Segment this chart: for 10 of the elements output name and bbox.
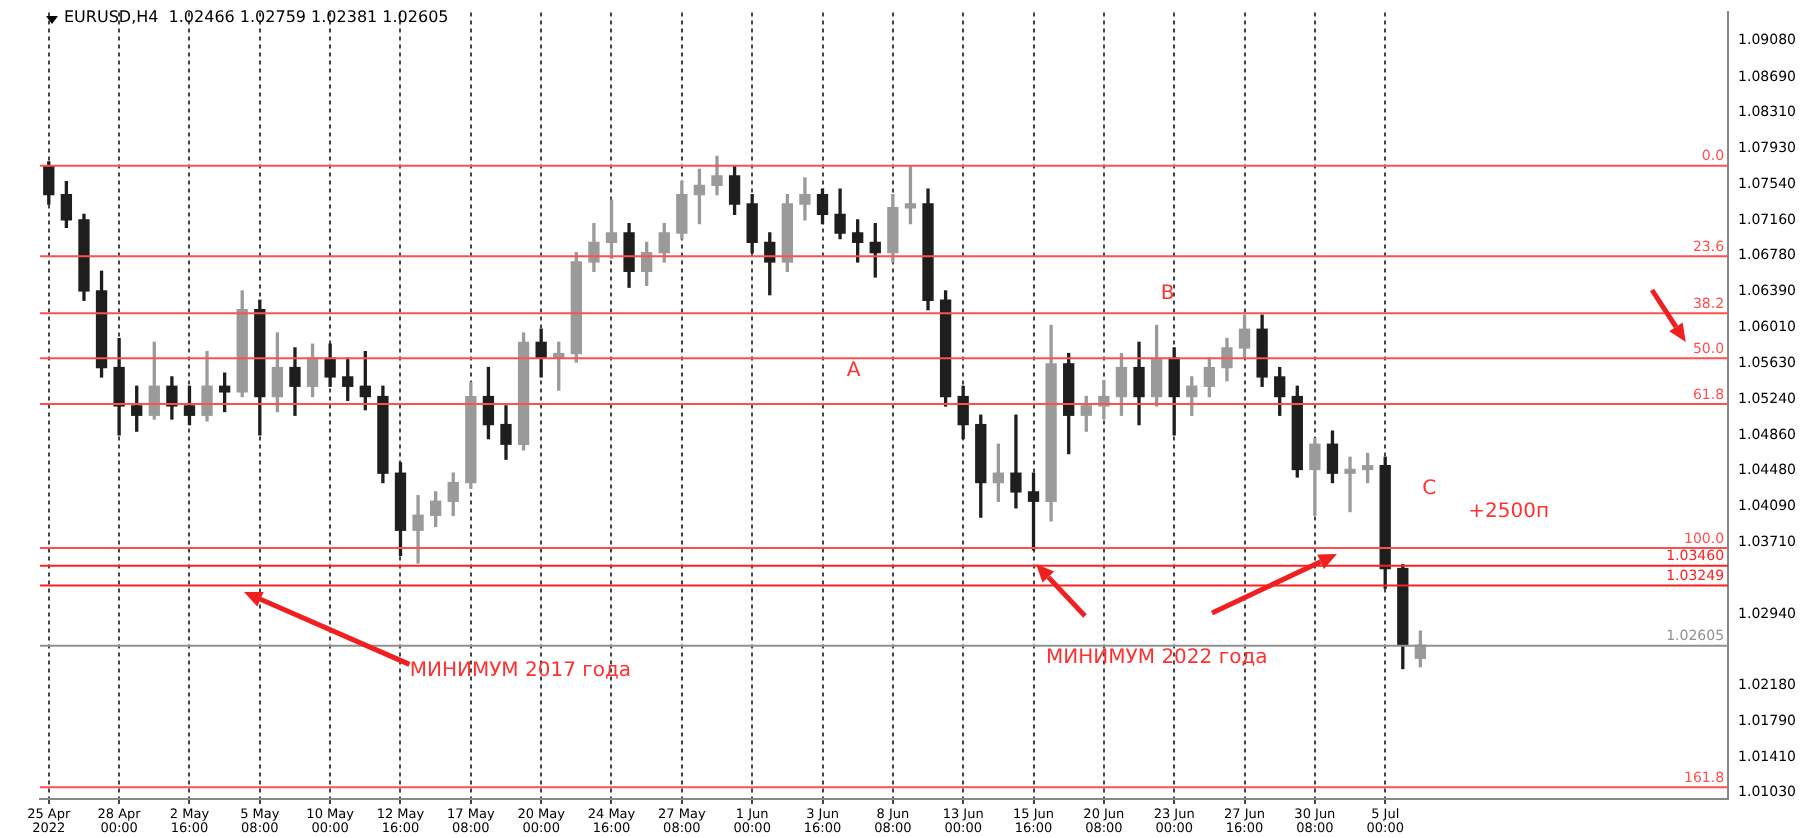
annotation: B xyxy=(1160,283,1175,306)
candlestick xyxy=(799,177,811,221)
annotation: A xyxy=(846,360,861,383)
annotation: МИНИМУМ 2022 года xyxy=(1046,646,1268,669)
annotation: +2500п xyxy=(1468,500,1550,523)
annotation: C xyxy=(1422,477,1437,500)
annotation: МИНИМУМ 2017 года xyxy=(409,659,632,682)
candlestick xyxy=(1010,414,1022,509)
candlestick xyxy=(1344,456,1356,513)
chart-title: EURUSD,H4 1.02466 1.02759 1.02381 1.02605 xyxy=(64,8,449,26)
